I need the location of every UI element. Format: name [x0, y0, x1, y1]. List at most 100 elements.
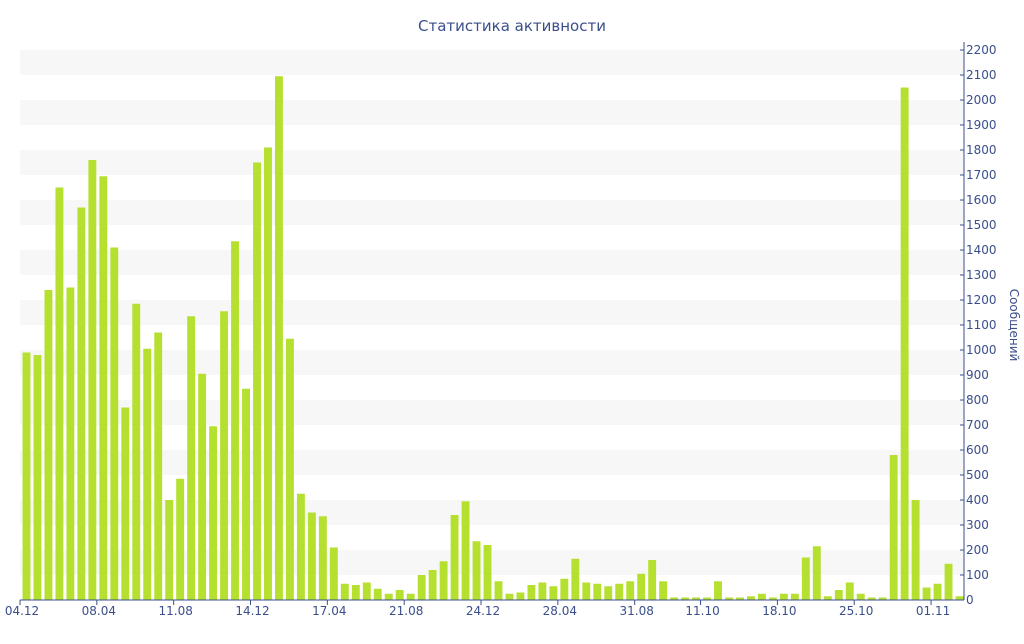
bar [176, 478, 185, 600]
bar [362, 582, 371, 600]
bar [307, 512, 316, 600]
bar [637, 573, 646, 600]
y-tick-label: 1000 [966, 343, 997, 357]
bar [725, 597, 733, 600]
x-tick-label: 17.04 [312, 604, 346, 618]
bar [659, 581, 668, 600]
bar-series [22, 76, 964, 600]
bar [66, 287, 75, 600]
bar [582, 582, 591, 600]
bar [329, 547, 338, 600]
y-tick-label: 400 [966, 493, 989, 507]
bar [955, 596, 964, 600]
bar [681, 597, 690, 600]
y-tick-label: 1700 [966, 168, 997, 182]
grid-band [20, 250, 964, 275]
bar [889, 455, 898, 600]
bar [472, 541, 481, 600]
bar [351, 585, 360, 600]
bar [318, 516, 327, 600]
bar [143, 348, 152, 600]
bar [132, 303, 141, 600]
bar [648, 560, 657, 600]
bar [428, 570, 437, 600]
bar [747, 596, 755, 600]
grid-bands [20, 50, 964, 575]
y-tick-label: 900 [966, 368, 989, 382]
bar [768, 597, 777, 600]
bar [253, 162, 261, 600]
y-tick-label: 200 [966, 543, 989, 557]
bar [77, 207, 86, 600]
bar [922, 587, 931, 600]
x-tick-label: 28.04 [543, 604, 577, 618]
grid-band [20, 100, 964, 125]
bar [856, 593, 865, 600]
bar [22, 352, 31, 600]
bar [560, 578, 569, 600]
x-tick-label: 11.08 [158, 604, 192, 618]
bar [373, 588, 382, 600]
bar [714, 581, 722, 600]
bar [110, 247, 119, 600]
grid-band [20, 400, 964, 425]
grid-band [20, 200, 964, 225]
y-tick-label: 700 [966, 418, 989, 432]
x-tick-label: 14.12 [235, 604, 269, 618]
bar [823, 596, 832, 600]
bar [571, 558, 580, 600]
bar [933, 583, 942, 600]
bar [801, 557, 810, 600]
bar [231, 241, 239, 600]
bar [527, 585, 536, 600]
y-tick-label: 500 [966, 468, 989, 482]
y-tick-label: 1400 [966, 243, 997, 257]
bar [33, 355, 42, 600]
bar [121, 407, 130, 600]
bar [736, 597, 744, 600]
y-tick-label: 600 [966, 443, 989, 457]
bar [878, 597, 887, 600]
bar [670, 597, 679, 600]
grid-band [20, 150, 964, 175]
bar [275, 76, 283, 600]
bar [757, 593, 766, 600]
bar [626, 581, 635, 600]
grid-band [20, 450, 964, 475]
y-tick-label: 1300 [966, 268, 997, 282]
y-tick-label: 1800 [966, 143, 997, 157]
bar [461, 501, 470, 600]
bar [395, 590, 404, 600]
y-axis-ticks: 0 100 200 300 400 500 600 700 800 900 1000 1100 1200… [960, 43, 997, 607]
bar [417, 575, 426, 600]
bar [187, 316, 196, 600]
grid-band [20, 300, 964, 325]
bar [406, 593, 415, 600]
bar [944, 563, 953, 600]
bar [99, 176, 108, 600]
bar [790, 593, 799, 600]
x-tick-label: 31.08 [620, 604, 654, 618]
bar [812, 546, 821, 600]
grid-band [20, 350, 964, 375]
bar [44, 290, 53, 600]
y-tick-label: 0 [966, 593, 974, 607]
y-tick-label: 1100 [966, 318, 997, 332]
bar [154, 332, 163, 600]
bar [483, 545, 492, 600]
y-axis-label: Сообщений [1007, 289, 1021, 362]
x-axis-ticks: 04.12 08.04 11.08 14.12 17.04 21.08 24.12 28.04… [5, 600, 950, 618]
y-tick-label: 2000 [966, 93, 997, 107]
bar [867, 597, 876, 600]
bar [692, 597, 701, 600]
y-tick-label: 300 [966, 518, 989, 532]
y-tick-label: 1900 [966, 118, 997, 132]
x-tick-label: 24.12 [466, 604, 500, 618]
bar [505, 593, 514, 600]
x-tick-label: 04.12 [5, 604, 39, 618]
bar [384, 593, 393, 600]
bar [900, 87, 909, 600]
bar [450, 515, 459, 600]
